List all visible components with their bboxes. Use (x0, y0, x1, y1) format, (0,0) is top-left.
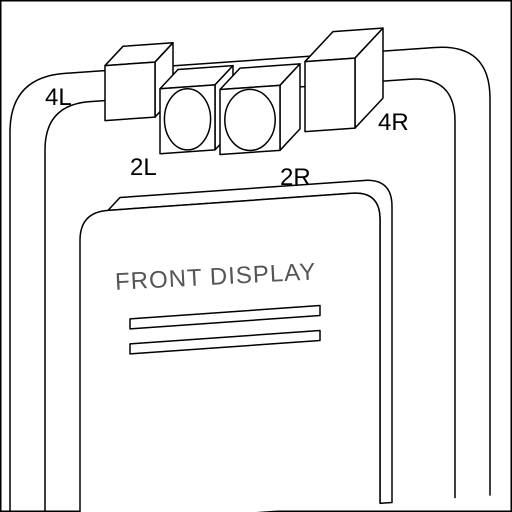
label-4r: 4R (378, 109, 409, 136)
sensor-2r (220, 64, 300, 155)
label-2r: 2R (280, 164, 311, 191)
label-4l: 4L (45, 84, 72, 111)
screen-front (80, 193, 380, 512)
label-2l: 2L (130, 154, 157, 181)
